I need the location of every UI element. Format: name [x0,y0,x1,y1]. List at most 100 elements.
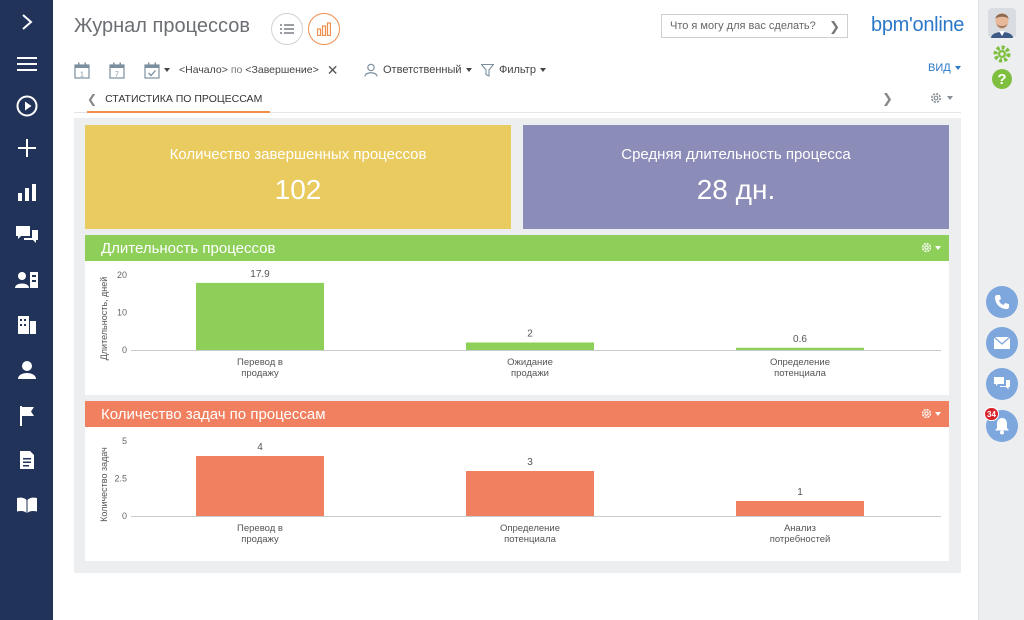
feed-icon[interactable] [0,215,53,255]
list-icon [280,24,294,34]
x-tick-label: продажу [241,534,279,545]
command-search-input[interactable]: Что я могу для вас сделать? ❯ [661,14,848,38]
kpi-label: Средняя длительность процесса [621,146,851,163]
widget-process-duration: Длительность процессов Длительность, дне… [85,235,949,395]
clear-period-icon[interactable]: ✕ [326,61,339,78]
help-icon[interactable]: ? [992,69,1012,89]
chat-icon [994,377,1010,390]
y-tick-label: 2.5 [114,474,127,484]
chevron-right-icon[interactable]: ❯ [829,19,840,34]
tab-process-statistics[interactable]: ❮ СТАТИСТИКА ПО ПРОЦЕССАМ [87,86,271,113]
bar [466,342,594,350]
play-icon[interactable] [0,86,53,126]
funnel-icon [481,63,494,77]
knowledge-base-icon[interactable] [0,485,53,525]
chevron-left-icon[interactable]: ❮ [87,91,98,106]
accounts-icon[interactable] [0,305,53,345]
bar [196,456,324,516]
x-tick-label: Перевод в [237,523,283,534]
owner-label: Ответственный [383,64,462,76]
kpi-value: 102 [274,174,322,205]
x-tick-label: продажу [241,368,279,379]
owner-filter[interactable]: Ответственный [364,60,472,80]
x-tick-label: Определение [500,523,560,534]
gear-icon [921,408,932,419]
view-label: ВИД [928,62,951,74]
bar-value-label: 17.9 [250,269,270,280]
period-filter[interactable]: <Начало> по <Завершение> ✕ [179,60,338,80]
system-settings-button[interactable] [992,44,1012,69]
calendar-check-icon [144,62,160,79]
kpi-label: Количество завершенных процессов [169,146,427,163]
dashboard: Количество завершенных процессов 102 Сре… [74,118,961,573]
bar [736,501,864,516]
y-tick-label: 10 [117,308,127,318]
x-tick-label: потенциала [504,534,557,545]
widget-settings-button[interactable] [920,241,941,254]
right-rail: ? 34 [978,0,1024,620]
bell-icon [995,418,1009,435]
bar-value-label: 4 [257,442,263,453]
svg-text:7: 7 [115,71,119,78]
email-button[interactable] [986,327,1018,359]
tasks-by-process-chart: Количество задач 5 2.5 0 4 Перевод в продажу 3 О… [85,427,949,561]
brand-logo: bpm'online [871,14,965,36]
process-duration-chart: Длительность, дней 20 10 0 17.9 Перевод в прод… [85,261,949,395]
gear-icon [993,45,1011,63]
chevron-down-icon [954,66,961,70]
period-start[interactable]: <Начало> [179,64,228,76]
chevron-down-icon [947,96,953,100]
x-tick-label: потенциала [774,368,827,379]
x-tick-label: Перевод в [237,357,283,368]
chevron-down-icon [539,68,546,72]
widget-title: Количество задач по процессам [101,405,326,423]
widget-tasks-by-process: Количество задач по процессам Количество… [85,401,949,561]
phone-button[interactable] [986,286,1018,318]
avatar-image [988,8,1016,38]
week-calendar-icon[interactable]: 7 [109,60,125,80]
y-axis-title: Длительность, дней [99,277,109,361]
filter-label: Фильтр [499,64,536,76]
period-calendar-button[interactable] [144,60,170,80]
x-tick-label: Определение [770,357,830,368]
expand-arrow-icon[interactable] [0,2,53,42]
y-tick-label: 20 [117,270,127,280]
widget-settings-button[interactable] [920,407,941,420]
chevron-right-icon[interactable]: ❯ [882,91,893,106]
user-icon[interactable] [0,350,53,390]
add-icon[interactable] [0,128,53,168]
period-separator: по [230,64,243,76]
tab-label: СТАТИСТИКА ПО ПРОЦЕССАМ [105,92,263,105]
document-icon[interactable] [0,440,53,480]
person-icon [364,63,378,77]
tab-bar: ❮ СТАТИСТИКА ПО ПРОЦЕССАМ ❯ [74,86,961,113]
tab-settings-button[interactable] [929,91,953,105]
analytics-icon[interactable] [0,172,53,212]
bar-value-label: 0.6 [793,334,807,345]
kpi-completed-processes: Количество завершенных процессов 102 [85,125,511,229]
kpi-average-duration: Средняя длительность процесса 28 дн. [523,125,949,229]
chevron-down-icon [935,411,941,416]
contacts-icon[interactable] [0,260,53,300]
chevron-down-icon [935,245,941,250]
gear-icon [931,93,941,103]
notification-count-badge: 34 [984,407,999,421]
flag-icon[interactable] [0,396,53,436]
left-sidebar [0,0,53,620]
user-avatar[interactable] [988,8,1016,38]
widget-header: Длительность процессов [85,235,949,261]
analytics-view-button[interactable] [308,13,340,45]
day-calendar-icon[interactable]: 1 [74,60,90,80]
bar-value-label: 1 [797,487,803,498]
phone-icon [995,295,1009,309]
messages-button[interactable] [986,368,1018,400]
y-axis-title: Количество задач [99,447,109,522]
view-menu-button[interactable]: ВИД [928,62,961,74]
chevron-down-icon [465,68,472,72]
list-view-button[interactable] [271,13,303,45]
x-tick-label: продажи [511,368,549,379]
filter-button[interactable]: Фильтр [481,60,546,80]
period-end[interactable]: <Завершение> [245,64,319,76]
menu-icon[interactable] [0,44,53,84]
